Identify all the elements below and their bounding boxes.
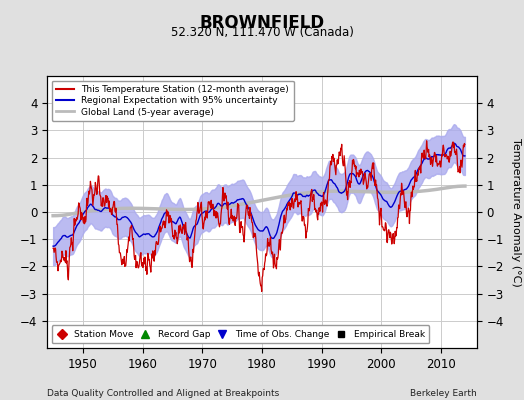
Y-axis label: Temperature Anomaly (°C): Temperature Anomaly (°C) bbox=[510, 138, 521, 286]
Text: Data Quality Controlled and Aligned at Breakpoints: Data Quality Controlled and Aligned at B… bbox=[47, 389, 279, 398]
Text: 52.320 N, 111.470 W (Canada): 52.320 N, 111.470 W (Canada) bbox=[171, 26, 353, 39]
Legend: Station Move, Record Gap, Time of Obs. Change, Empirical Break: Station Move, Record Gap, Time of Obs. C… bbox=[52, 326, 429, 344]
Text: Berkeley Earth: Berkeley Earth bbox=[410, 389, 477, 398]
Text: BROWNFIELD: BROWNFIELD bbox=[200, 14, 324, 32]
